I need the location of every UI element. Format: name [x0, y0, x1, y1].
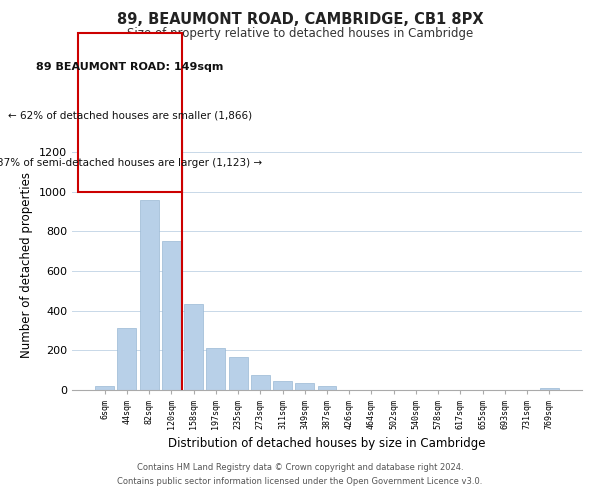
- Bar: [273, 380, 292, 390]
- Bar: [295, 384, 314, 390]
- Bar: [184, 304, 203, 390]
- Bar: [229, 358, 248, 390]
- Bar: [251, 375, 270, 390]
- Bar: [206, 348, 225, 390]
- X-axis label: Distribution of detached houses by size in Cambridge: Distribution of detached houses by size …: [168, 438, 486, 450]
- Text: 89, BEAUMONT ROAD, CAMBRIDGE, CB1 8PX: 89, BEAUMONT ROAD, CAMBRIDGE, CB1 8PX: [116, 12, 484, 28]
- Bar: [162, 241, 181, 390]
- Bar: [95, 386, 114, 390]
- Bar: [118, 328, 136, 390]
- Text: 37% of semi-detached houses are larger (1,123) →: 37% of semi-detached houses are larger (…: [0, 158, 263, 168]
- Y-axis label: Number of detached properties: Number of detached properties: [20, 172, 34, 358]
- Text: Contains public sector information licensed under the Open Government Licence v3: Contains public sector information licen…: [118, 477, 482, 486]
- Bar: [540, 388, 559, 390]
- Text: Size of property relative to detached houses in Cambridge: Size of property relative to detached ho…: [127, 28, 473, 40]
- Text: ← 62% of detached houses are smaller (1,866): ← 62% of detached houses are smaller (1,…: [8, 110, 252, 120]
- Text: 89 BEAUMONT ROAD: 149sqm: 89 BEAUMONT ROAD: 149sqm: [37, 62, 224, 72]
- Bar: [140, 200, 158, 390]
- Text: Contains HM Land Registry data © Crown copyright and database right 2024.: Contains HM Land Registry data © Crown c…: [137, 464, 463, 472]
- Bar: [317, 386, 337, 390]
